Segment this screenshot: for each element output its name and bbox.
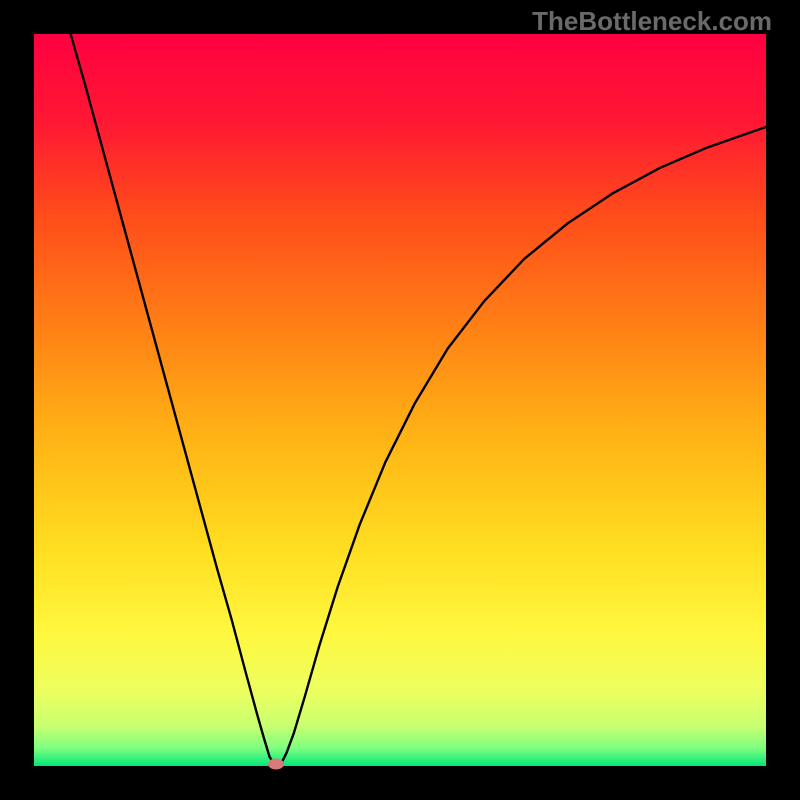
bottleneck-curve <box>34 34 766 766</box>
chart-container: TheBottleneck.com <box>0 0 800 800</box>
optimal-point-marker <box>268 758 284 769</box>
curve-path <box>71 34 766 766</box>
watermark-text: TheBottleneck.com <box>532 6 772 37</box>
plot-area <box>34 34 766 766</box>
